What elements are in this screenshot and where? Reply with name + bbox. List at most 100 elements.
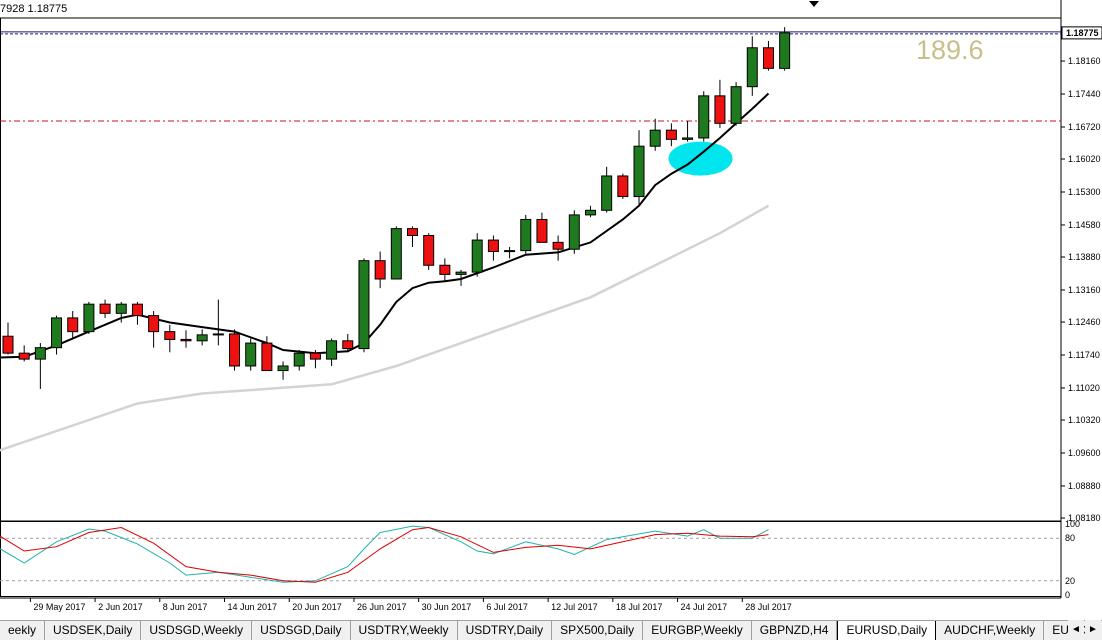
chart-tab[interactable]: AUDCHF,Weekly: [936, 621, 1045, 640]
candle-body: [649, 129, 661, 147]
chart-tab[interactable]: USDSGD,Daily: [252, 621, 351, 640]
candle-body: [439, 264, 451, 275]
candle-body: [471, 239, 483, 273]
price-axis-label: 1.15300: [1068, 187, 1101, 197]
candle-body: [99, 303, 111, 314]
candle-body: [633, 145, 645, 198]
price-axis-label: 1.13880: [1068, 252, 1101, 262]
tab-scroll-right-icon[interactable]: ►: [1085, 620, 1101, 640]
candle-body: [115, 303, 127, 314]
candle-body: [34, 347, 46, 360]
date-axis-label: 24 Jul 2017: [681, 602, 728, 612]
price-axis-label: 1.16720: [1068, 122, 1101, 132]
candle-body: [277, 365, 289, 372]
candle-body: [665, 129, 677, 140]
candle-body: [18, 352, 30, 360]
candle-body: [504, 250, 516, 253]
stochastic-signal-line: [0, 526, 769, 583]
candle-body: [293, 352, 305, 367]
candle-body: [164, 331, 176, 340]
candle-body: [714, 95, 726, 124]
slow-moving-average-line: [0, 204, 770, 452]
price-axis-label: 1.12460: [1068, 317, 1101, 327]
candle-body: [180, 338, 192, 342]
stochastic-subwindow-frame: [0, 521, 1062, 597]
price-axis-label: 1.18160: [1068, 56, 1101, 66]
candle-body: [212, 333, 224, 336]
candle-body: [51, 317, 63, 349]
chart-tab-bar: eekly USDSEK,Daily USDSGD,Weekly USDSGD,Dai…: [0, 620, 1102, 640]
candle-body: [148, 315, 160, 333]
price-axis-label: 1.08180: [1068, 513, 1101, 523]
candle-body: [455, 271, 467, 275]
candle-body: [552, 241, 564, 250]
chart-tab[interactable]: USDTRY,Daily: [458, 621, 553, 640]
candle-body: [131, 303, 143, 317]
price-axis-label: 1.13160: [1068, 285, 1101, 295]
candle-body: [698, 95, 710, 139]
price-axis-label: 1.08880: [1068, 481, 1101, 491]
price-axis-label: 1.16020: [1068, 154, 1101, 164]
candle-body: [617, 175, 629, 198]
price-axis-label: 1.09600: [1068, 448, 1101, 458]
chart-shift-marker-icon: [809, 1, 819, 7]
price-axis-label: 1.11020: [1068, 383, 1100, 393]
candle-body: [309, 352, 321, 360]
pip-count-annotation: 189.6: [916, 35, 984, 65]
candle-body: [682, 137, 694, 140]
date-axis-label: 2 Jun 2017: [98, 602, 143, 612]
price-axis-label: 1.14580: [1068, 220, 1101, 230]
chart-tab[interactable]: USDSEK,Daily: [45, 621, 142, 640]
candle-body: [601, 175, 613, 211]
chart-tab[interactable]: GBPNZD,H4: [752, 621, 838, 640]
date-axis-label: 12 Jul 2017: [551, 602, 598, 612]
stochastic-axis-label: 100: [1065, 519, 1080, 529]
candle-body: [730, 86, 742, 124]
current-price-box: [1061, 26, 1102, 40]
date-axis-label: 18 Jul 2017: [616, 602, 663, 612]
date-axis-label: 30 Jun 2017: [422, 602, 472, 612]
price-axis-label: 1.17440: [1068, 89, 1101, 99]
candle-body: [407, 228, 418, 236]
main-chart-frame: [0, 17, 1062, 522]
candle-body: [326, 340, 338, 360]
candle-body: [536, 218, 548, 243]
chart-tab[interactable]: eekly: [0, 621, 46, 640]
candle-body: [423, 234, 435, 266]
candle-body: [520, 218, 532, 252]
stochastic-axis-label: 0: [1065, 590, 1070, 600]
candle-body: [746, 47, 758, 88]
date-axis-label: 14 Jun 2017: [228, 602, 278, 612]
chart-tab[interactable]: SPX500,Daily: [552, 621, 644, 640]
candle-body: [67, 317, 79, 333]
date-axis-label: 26 Jun 2017: [357, 602, 407, 612]
date-axis-label: 28 Jul 2017: [745, 602, 792, 612]
current-price-label: 1.18775: [1066, 28, 1099, 38]
candle-body: [568, 214, 580, 250]
candle-body: [342, 340, 354, 350]
date-axis-label: 6 Jul 2017: [486, 602, 528, 612]
candle-body: [196, 334, 208, 342]
price-axis-label: 1.11740: [1068, 350, 1100, 360]
candle-body: [779, 32, 791, 69]
ohlc-readout: 7928 1.18775: [0, 3, 68, 15]
candle-body: [83, 303, 95, 333]
price-axis-label: 1.10320: [1068, 415, 1101, 425]
candle-body: [584, 209, 596, 216]
candle-body: [229, 333, 241, 367]
stochastic-axis-label: 80: [1065, 533, 1075, 543]
chart-tab[interactable]: EURGBP,Weekly: [643, 621, 752, 640]
chart-tab[interactable]: USDTRY,Weekly: [351, 621, 458, 640]
candle-body: [390, 228, 402, 280]
candle-body: [261, 342, 273, 372]
candle-body: [358, 260, 370, 350]
stochastic-main-line: [0, 525, 769, 583]
candle-body: [762, 47, 774, 69]
candle-body: [2, 335, 14, 354]
tab-scroll-left-icon[interactable]: ◄: [1068, 620, 1084, 640]
stochastic-axis-label: 20: [1065, 576, 1075, 586]
chart-tab[interactable]: USDSGD,Weekly: [141, 621, 253, 640]
date-axis-label: 8 Jun 2017: [163, 602, 208, 612]
chart-tab[interactable]: EURUSD,Daily: [837, 621, 937, 640]
